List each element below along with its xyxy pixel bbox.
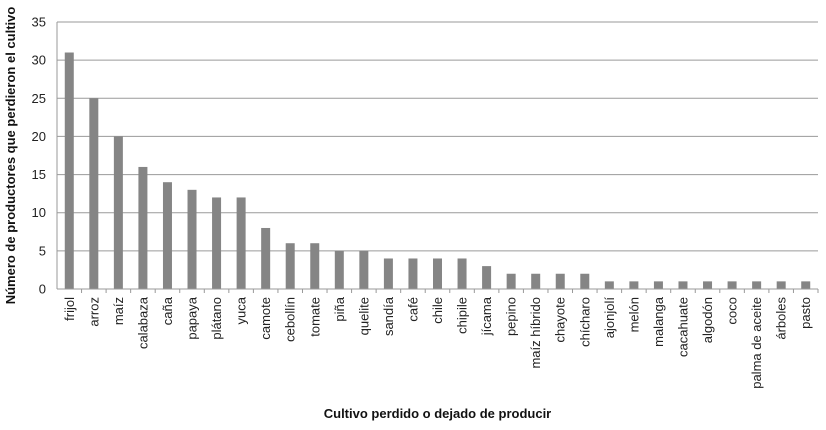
x-tick-label: cacahuate: [675, 297, 690, 357]
bar: [629, 281, 639, 289]
bar: [506, 273, 516, 289]
y-tick-label: 20: [32, 129, 46, 144]
bar: [162, 182, 172, 289]
bar: [653, 281, 663, 289]
bar: [359, 250, 369, 289]
bar: [727, 281, 737, 289]
bar: [678, 281, 688, 289]
x-tick-label: árboles: [774, 297, 789, 340]
x-tick-label: chayote: [553, 297, 568, 343]
bar: [752, 281, 762, 289]
bar: [801, 281, 811, 289]
x-tick-label: jícama: [479, 296, 494, 336]
bar: [236, 197, 246, 289]
x-tick-label: café: [405, 297, 420, 322]
bar: [555, 273, 565, 289]
bar: [580, 273, 590, 289]
x-tick-label: arroz: [86, 297, 101, 327]
x-tick-label: caña: [160, 296, 175, 325]
y-tick-label: 5: [39, 243, 46, 258]
bar: [285, 243, 295, 289]
bar: [113, 136, 123, 289]
bar: [703, 281, 713, 289]
y-tick-label: 25: [32, 91, 46, 106]
x-tick-label: pepino: [504, 297, 519, 336]
bar: [138, 166, 148, 289]
x-tick-label: cebollín: [283, 297, 298, 342]
x-tick-label: algodón: [700, 297, 715, 343]
gridlines: [57, 21, 818, 252]
y-tick-label: 35: [32, 15, 46, 30]
y-tick-label: 30: [32, 53, 46, 68]
x-tick-label: chile: [430, 297, 445, 324]
x-tick-label: pasto: [798, 297, 813, 329]
bar: [408, 258, 418, 289]
x-tick-label: camote: [258, 297, 273, 340]
y-tick-label: 10: [32, 205, 46, 220]
x-tick-label: calabaza: [135, 296, 150, 349]
x-tick-label: malanga: [651, 296, 666, 347]
x-tick-label: chícharo: [577, 297, 592, 347]
y-axis-title: Número de productores que perdieron el c…: [3, 7, 18, 305]
bar: [531, 273, 541, 289]
bar: [310, 243, 320, 289]
x-tick-label: quelite: [356, 297, 371, 335]
axes: [56, 22, 818, 290]
x-tick-label: ajonjolí: [602, 297, 617, 339]
bar: [482, 266, 492, 289]
bar: [89, 98, 99, 290]
bar: [776, 281, 786, 289]
x-tick-label: maíz híbrido: [528, 297, 543, 369]
bar: [457, 258, 467, 289]
x-tick-label: chipile: [455, 297, 470, 334]
y-tick-labels: 0 5 10 15 20 25 30 35: [32, 15, 46, 297]
y-tick-label: 15: [32, 167, 46, 182]
y-tick-label: 0: [39, 282, 46, 297]
x-tick-label: frijol: [62, 297, 77, 321]
x-tick-label: coco: [725, 297, 740, 324]
bar: [604, 281, 614, 289]
x-tick-labels: frijol arroz maíz calabaza caña papaya plátano…: [62, 289, 819, 389]
bar: [261, 227, 271, 289]
x-tick-label: papaya: [185, 296, 200, 339]
x-tick-label: sandía: [381, 296, 396, 336]
bar: [64, 52, 74, 290]
bar: [212, 197, 222, 289]
bar: [187, 189, 197, 289]
x-tick-label: melón: [626, 297, 641, 332]
x-tick-label: yuca: [234, 296, 249, 324]
x-tick-label: maíz: [111, 297, 126, 325]
x-tick-label: plátano: [209, 297, 224, 340]
x-tick-label: tomate: [307, 297, 322, 337]
bars: [64, 52, 811, 290]
bar: [383, 258, 393, 289]
x-axis-title: Cultivo perdido o dejado de producir: [324, 406, 552, 421]
bar: [433, 258, 442, 289]
x-tick-label: piña: [332, 296, 347, 321]
x-tick-label: palma de aceite: [749, 297, 764, 389]
bar: [334, 250, 344, 289]
